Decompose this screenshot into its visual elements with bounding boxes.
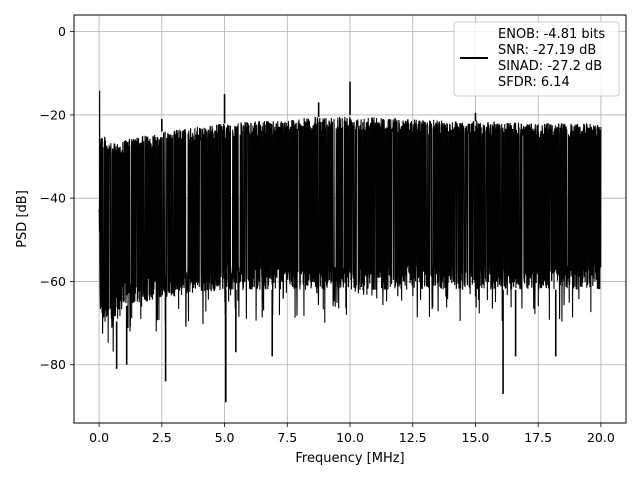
x-tick-label: 15.0 [462, 430, 490, 445]
x-tick-label: 17.5 [524, 430, 552, 445]
psd-trace [98, 90, 602, 352]
x-tick-label: 0.0 [89, 430, 109, 445]
psd-series [98, 81, 602, 403]
x-axis-label: Frequency [MHz] [295, 451, 404, 466]
y-tick-label: 0 [58, 24, 66, 39]
legend-entry-sfdr: SFDR: 6.14 [498, 75, 570, 90]
x-tick-label: 20.0 [587, 430, 615, 445]
x-axis-ticks: 0.0 2.5 5.0 7.5 10.0 12.5 15.0 17.5 20.0 [89, 423, 615, 445]
x-tick-label: 2.5 [152, 430, 172, 445]
legend: ENOB: -4.81 bits SNR: -27.19 dB SINAD: -… [453, 21, 620, 97]
y-tick-label: −60 [40, 274, 66, 289]
legend-entry-sinad: SINAD: -27.2 dB [498, 59, 602, 74]
x-tick-label: 5.0 [215, 430, 235, 445]
x-tick-label: 10.0 [336, 430, 364, 445]
legend-entry-enob: ENOB: -4.81 bits [498, 27, 605, 42]
y-axis-label: PSD [dB] [15, 190, 30, 248]
x-tick-label: 12.5 [399, 430, 427, 445]
y-tick-label: −80 [40, 357, 66, 372]
x-tick-label: 7.5 [277, 430, 297, 445]
legend-box [453, 21, 620, 97]
legend-entry-snr: SNR: -27.19 dB [498, 43, 596, 58]
y-axis-ticks: 0 −20 −40 −60 −80 [40, 24, 74, 372]
y-tick-label: −40 [40, 191, 66, 206]
y-tick-label: −20 [40, 107, 66, 122]
